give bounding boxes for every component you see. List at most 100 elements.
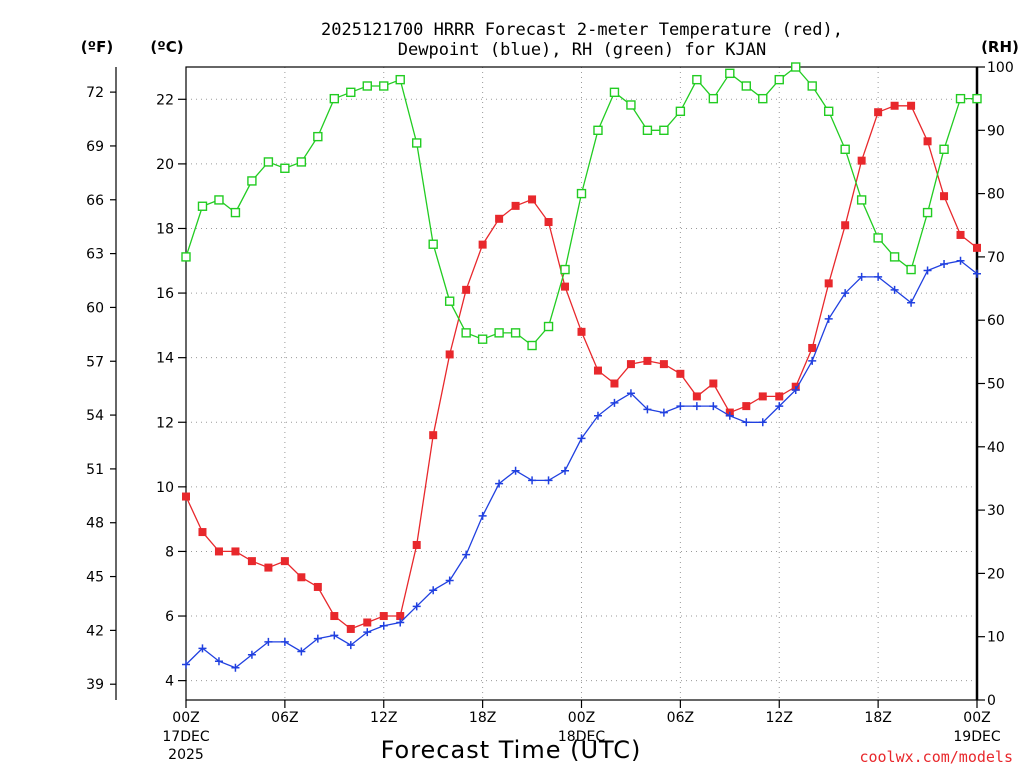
rh-point: [593, 125, 603, 136]
rh-point: [560, 264, 570, 275]
x-tick-label: 06Z: [667, 710, 694, 726]
fahrenheit-tick-label: 54: [86, 408, 104, 424]
temperature-point: [593, 366, 602, 375]
rh-point: [280, 163, 290, 173]
celsius-tick-label: 22: [156, 92, 174, 108]
rh-point: [412, 138, 422, 148]
temperature-point: [626, 360, 635, 369]
dewpoint-point: [676, 402, 685, 411]
dewpoint-point: [231, 663, 240, 672]
temperature-point: [742, 402, 751, 411]
celsius-tick-label: 4: [165, 674, 174, 690]
temperature-point: [247, 557, 256, 566]
x-tick-date-label: 19DEC: [953, 729, 1000, 745]
dewpoint-point: [593, 411, 602, 420]
temperature-point: [462, 285, 471, 294]
chart-title-line2: Dewpoint (blue), RH (green) for KJAN: [398, 40, 766, 60]
rh-point: [461, 328, 471, 338]
x-tick-label: 06Z: [271, 710, 298, 726]
dewpoint-point: [495, 479, 504, 488]
rh-point: [214, 195, 224, 205]
rh-point: [230, 207, 241, 218]
rh-point: [329, 93, 340, 104]
rh-point: [428, 239, 438, 249]
grid-lines: [186, 67, 977, 700]
rh-tick-label: 10: [987, 630, 1005, 646]
temperature-point: [923, 137, 932, 146]
rh-point: [576, 188, 587, 199]
dewpoint-point: [577, 434, 586, 443]
celsius-tick-label: 14: [156, 351, 174, 367]
dewpoint-point: [907, 298, 916, 307]
rh-tick-label: 70: [987, 250, 1005, 266]
axes: [110, 66, 985, 708]
celsius-tick-label: 18: [156, 221, 174, 237]
temperature-point: [544, 218, 553, 227]
dewpoint-point: [462, 550, 471, 559]
x-tick-year-label: 2025: [168, 747, 204, 763]
dewpoint-point: [445, 576, 454, 585]
celsius-tick-label: 12: [156, 415, 174, 431]
rh-tick-label: 50: [987, 377, 1005, 393]
rh-point: [609, 87, 620, 98]
temperature-point: [643, 356, 652, 365]
rh-point: [692, 74, 702, 85]
x-axis-label: Forecast Time (UTC): [381, 736, 642, 764]
rh-point: [313, 131, 323, 142]
temperature-point: [231, 547, 240, 556]
temperature-point: [429, 431, 438, 440]
rh-point: [758, 93, 768, 104]
rh-point: [906, 264, 916, 275]
temperature-point: [841, 221, 850, 230]
rh-point: [889, 252, 900, 262]
rh-tick-label: 40: [987, 440, 1005, 456]
fahrenheit-tick-label: 42: [86, 623, 104, 639]
celsius-tick-label: 8: [165, 544, 174, 560]
rh-point: [725, 68, 735, 79]
temperature-point: [808, 343, 817, 352]
x-tick-label: 12Z: [370, 710, 397, 726]
dewpoint-point: [692, 402, 701, 411]
rh-point: [675, 106, 686, 117]
rh-tick-label: 80: [987, 187, 1005, 203]
temperature-point: [396, 612, 405, 621]
x-tick-date-label: 17DEC: [162, 729, 209, 745]
dewpoint-point: [775, 402, 784, 411]
rh-point: [527, 340, 537, 351]
rh-point: [494, 328, 504, 338]
dewpoint-point: [824, 314, 833, 323]
temperature-point: [890, 101, 899, 110]
temperature-point: [692, 392, 701, 401]
dewpoint-point: [247, 650, 256, 659]
temperature-point: [198, 528, 207, 537]
rh-point: [741, 81, 751, 91]
temperature-point: [973, 243, 981, 252]
dewpoint-point: [890, 285, 899, 294]
dewpoint-point: [478, 511, 487, 520]
rh-point: [642, 125, 653, 136]
rh-point: [807, 81, 817, 91]
temperature-point: [940, 192, 949, 201]
temperature-point: [907, 101, 916, 110]
rh-point: [379, 81, 389, 91]
dewpoint-point: [363, 628, 372, 637]
credit-text: coolwx.com/models: [859, 748, 1013, 766]
chart-title-line1: 2025121700 HRRR Forecast 2-meter Tempera…: [321, 20, 843, 40]
rh-point: [774, 74, 784, 85]
temperature-point: [182, 492, 190, 501]
temperature-point: [676, 369, 685, 378]
dewpoint-point: [280, 637, 289, 646]
temperature-point: [445, 350, 454, 359]
temperature-point: [214, 547, 223, 556]
dewpoint-point: [429, 586, 438, 595]
rh-tick-label: 30: [987, 503, 1005, 519]
temperature-point: [577, 327, 586, 336]
x-tick-label: 18Z: [469, 710, 496, 726]
dewpoint-point: [874, 272, 883, 281]
x-tick-label: 12Z: [766, 710, 793, 726]
dewpoint-line: [185, 260, 978, 669]
dewpoint-point: [313, 634, 322, 643]
temperature-point: [709, 379, 718, 388]
temperature-point: [528, 195, 537, 204]
